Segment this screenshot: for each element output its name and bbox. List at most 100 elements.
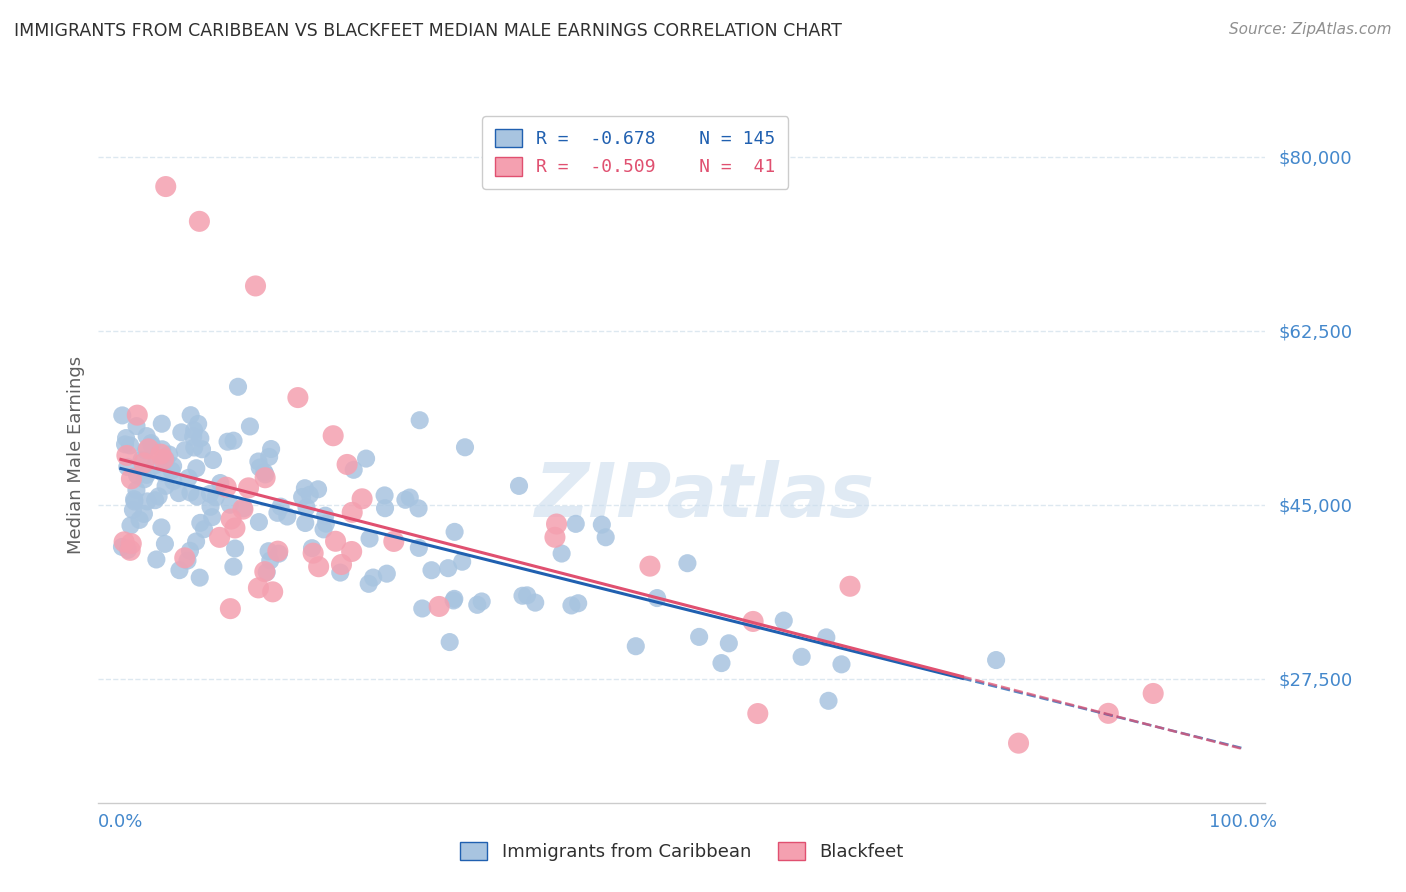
Point	[420, 563, 443, 577]
Point	[427, 599, 450, 614]
Point	[357, 577, 380, 591]
Point	[193, 522, 215, 536]
Point	[226, 380, 249, 394]
Point	[224, 521, 246, 535]
Point	[141, 436, 163, 450]
Point	[276, 509, 298, 524]
Point	[294, 481, 316, 495]
Point	[232, 501, 254, 516]
Point	[162, 458, 184, 473]
Point	[624, 639, 647, 653]
Point	[160, 464, 183, 478]
Point	[180, 408, 202, 422]
Point	[408, 501, 430, 516]
Point	[150, 520, 173, 534]
Point	[155, 479, 177, 493]
Point	[984, 653, 1007, 667]
Point	[354, 451, 377, 466]
Point	[232, 502, 254, 516]
Point	[181, 430, 204, 444]
Text: ZIPatlas: ZIPatlas	[536, 460, 876, 533]
Point	[443, 593, 465, 607]
Point	[143, 458, 166, 473]
Point	[298, 488, 321, 502]
Point	[710, 656, 733, 670]
Point	[247, 454, 270, 468]
Point	[132, 507, 155, 521]
Point	[222, 434, 245, 448]
Point	[145, 552, 167, 566]
Point	[157, 447, 180, 461]
Point	[120, 472, 142, 486]
Point	[128, 513, 150, 527]
Point	[451, 555, 474, 569]
Point	[169, 563, 191, 577]
Point	[314, 508, 336, 523]
Point	[135, 429, 157, 443]
Point	[295, 500, 318, 515]
Point	[408, 413, 430, 427]
Legend: Immigrants from Caribbean, Blackfeet: Immigrants from Caribbean, Blackfeet	[451, 833, 912, 871]
Point	[188, 214, 211, 228]
Point	[202, 453, 225, 467]
Point	[567, 596, 589, 610]
Point	[260, 442, 283, 456]
Point	[111, 409, 134, 423]
Point	[253, 565, 276, 579]
Point	[188, 516, 211, 530]
Point	[141, 438, 163, 452]
Point	[398, 491, 420, 505]
Point	[125, 483, 148, 497]
Point	[138, 442, 160, 456]
Point	[550, 547, 572, 561]
Point	[143, 493, 166, 508]
Point	[120, 536, 142, 550]
Point	[120, 438, 142, 452]
Point	[591, 517, 613, 532]
Point	[132, 456, 155, 470]
Point	[114, 437, 136, 451]
Point	[361, 570, 384, 584]
Point	[136, 494, 159, 508]
Point	[437, 561, 460, 575]
Point	[411, 601, 433, 615]
Point	[245, 279, 267, 293]
Point	[742, 615, 765, 629]
Point	[257, 544, 280, 558]
Point	[179, 485, 201, 500]
Point	[595, 530, 617, 544]
Point	[198, 487, 221, 501]
Point	[222, 559, 245, 574]
Point	[336, 458, 359, 472]
Point	[524, 596, 547, 610]
Point	[330, 558, 353, 572]
Point	[247, 581, 270, 595]
Point	[188, 431, 211, 445]
Point	[155, 452, 177, 467]
Point	[125, 468, 148, 483]
Point	[219, 512, 242, 526]
Point	[135, 443, 157, 458]
Point	[150, 442, 173, 457]
Text: IMMIGRANTS FROM CARIBBEAN VS BLACKFEET MEDIAN MALE EARNINGS CORRELATION CHART: IMMIGRANTS FROM CARIBBEAN VS BLACKFEET M…	[14, 22, 842, 40]
Point	[115, 449, 138, 463]
Point	[516, 588, 538, 602]
Point	[184, 534, 207, 549]
Point	[352, 491, 374, 506]
Point	[215, 480, 238, 494]
Point	[560, 599, 582, 613]
Point	[254, 471, 277, 485]
Point	[177, 471, 200, 485]
Text: Source: ZipAtlas.com: Source: ZipAtlas.com	[1229, 22, 1392, 37]
Point	[817, 694, 839, 708]
Point	[408, 541, 430, 555]
Point	[249, 460, 271, 475]
Point	[183, 423, 205, 437]
Point	[343, 463, 366, 477]
Point	[443, 591, 465, 606]
Point	[238, 481, 260, 495]
Point	[287, 391, 309, 405]
Point	[262, 584, 284, 599]
Point	[638, 559, 661, 574]
Point	[340, 544, 363, 558]
